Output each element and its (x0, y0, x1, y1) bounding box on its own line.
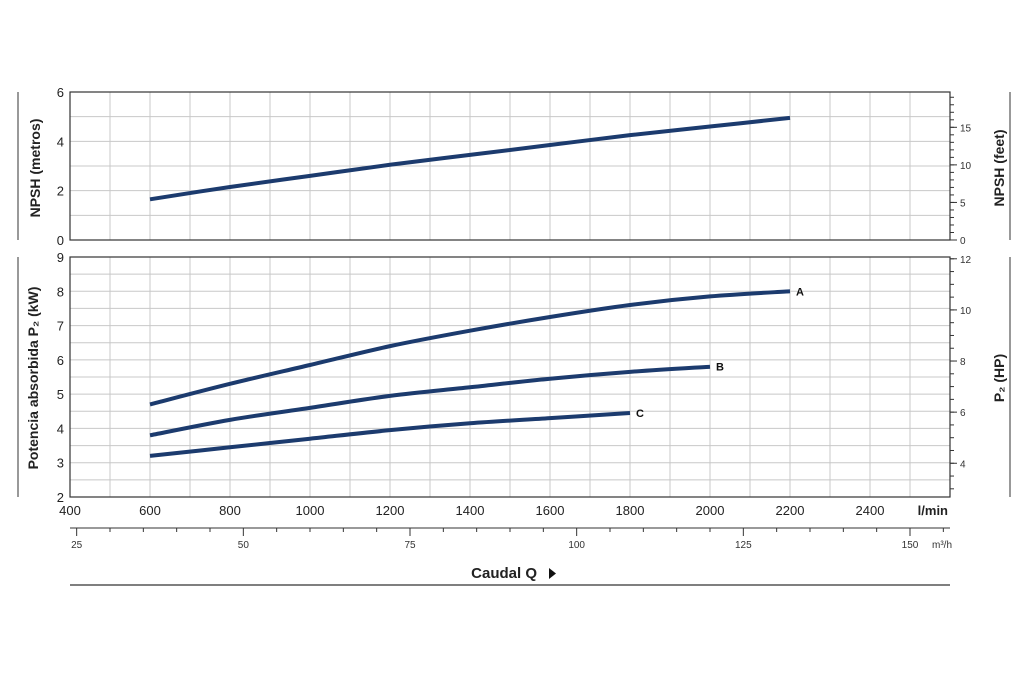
x2-tick-label: 25 (71, 540, 83, 551)
plot-frame (69, 256, 951, 498)
triangle-right-icon (549, 568, 556, 579)
x-tick-label: 1000 (296, 503, 325, 518)
x-tick-label: 1600 (536, 503, 565, 518)
x-tick-label: 800 (219, 503, 241, 518)
x2-tick-label: 75 (404, 540, 416, 551)
x-unit-label: l/min (918, 503, 948, 518)
x2-tick-label: 50 (238, 540, 250, 551)
x-tick-label: 2200 (776, 503, 805, 518)
npsh-y-axis-title: NPSH (metros) (27, 119, 43, 218)
npsh-y2-axis-title: NPSH (feet) (991, 129, 1007, 206)
y2-tick-label: 10 (960, 306, 972, 317)
y-tick-label: 5 (57, 387, 64, 402)
y2-tick-label: 10 (960, 161, 972, 172)
y-tick-label: 2 (57, 184, 64, 199)
y-tick-label: 4 (57, 134, 64, 149)
y-tick-label: 7 (57, 319, 64, 334)
y-tick-label: 6 (57, 353, 64, 368)
plot-frame (69, 91, 951, 241)
x-tick-label: 400 (59, 503, 81, 518)
x-tick-label: 1200 (376, 503, 405, 518)
x2-tick-label: 125 (735, 540, 752, 551)
x2-unit-label: m³/h (932, 540, 952, 551)
series-label-B: B (716, 362, 724, 374)
series-line-A (149, 289, 791, 407)
y-tick-label: 6 (57, 85, 64, 100)
flow-axis: 400 600 800 1000 1200 1400 1600 1800 2000 2200 240… (59, 503, 952, 586)
x-tick-label: 600 (139, 503, 161, 518)
y-tick-label: 2 (57, 490, 64, 505)
y2-tick-label: 4 (960, 459, 966, 470)
series-label-C: C (636, 408, 644, 420)
power-y2-axis-title: P₂ (HP) (991, 354, 1007, 402)
y-tick-label: 9 (57, 250, 64, 265)
x-tick-label: 1400 (456, 503, 485, 518)
series-line-C (149, 411, 631, 458)
y2-tick-label: 8 (960, 357, 966, 368)
y-tick-label: 3 (57, 456, 64, 471)
y-tick-label: 4 (57, 421, 64, 436)
series-label-A: A (796, 286, 804, 298)
power-panel: 2 3 4 5 6 7 8 9 4 6 8 10 12 A B C (17, 250, 1011, 505)
y2-tick-label: 12 (960, 255, 972, 266)
x-tick-label: 2400 (856, 503, 885, 518)
y2-tick-label: 6 (960, 408, 966, 419)
y2-tick-label: 15 (960, 123, 972, 134)
x2-tick-label: 150 (902, 540, 919, 551)
y2-tick-label: 0 (960, 236, 966, 247)
series-line-B (149, 364, 711, 438)
x2-tick-label: 100 (568, 540, 585, 551)
x-axis-title: Caudal Q (471, 565, 537, 582)
npsh-panel: 0 2 4 6 0 5 10 15 (17, 85, 1011, 248)
x-tick-label: 1800 (616, 503, 645, 518)
series-line (149, 115, 791, 202)
y-tick-label: 8 (57, 284, 64, 299)
y2-tick-label: 5 (960, 198, 966, 209)
y-tick-label: 0 (57, 233, 64, 248)
power-y-axis-title: Potencia absorbida P₂ (kW) (25, 287, 41, 470)
x-tick-label: 2000 (696, 503, 725, 518)
